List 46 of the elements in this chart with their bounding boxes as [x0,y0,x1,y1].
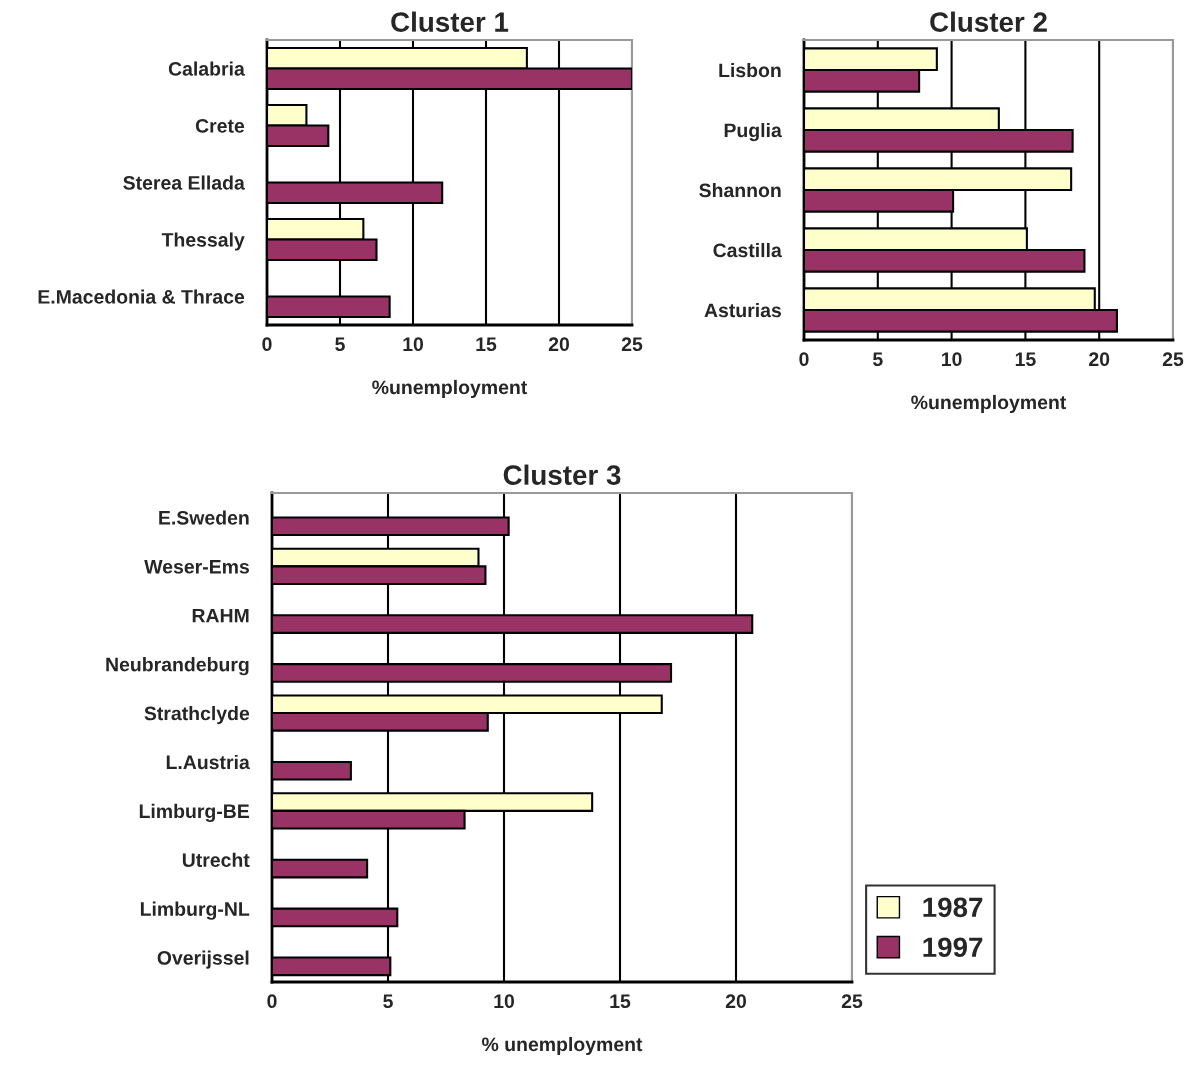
y-tick-label: L.Austria [166,754,250,770]
x-tick-label: 15 [1015,352,1036,367]
x-tick-label: 20 [725,994,747,1009]
y-tick-label: Strathclyde [144,706,250,725]
x-axis-title: %unemployment [911,394,1067,414]
y-tick-label: Asturias [704,302,781,318]
y-tick-label: Overijssel [157,950,249,969]
x-tick-label: 25 [1162,352,1184,367]
x-tick-label: 0 [267,994,277,1009]
x-tick-label: 5 [872,352,883,367]
y-tick-label: Puglia [724,122,782,142]
x-axis-title: % unemployment [482,1036,643,1056]
x-tick-label: 0 [262,337,272,352]
y-tick-label: Shannon [699,182,781,198]
y-tick-label: Castilla [713,242,782,258]
chart-title: Cluster 1 [391,11,509,32]
chart-title: Cluster 2 [930,11,1047,32]
chart-title: Cluster 3 [503,464,621,485]
y-tick-label: Lisbon [719,62,781,78]
y-tick-label: Limburg-BE [139,803,250,823]
y-tick-label: E.Macedonia & Thrace [38,289,245,304]
x-tick-label: 25 [841,994,863,1009]
legend-label: 1997 [923,937,983,958]
x-tick-label: 10 [494,994,515,1009]
legend-label: 1987 [923,897,983,918]
y-tick-label: Limburg-NL [140,901,250,920]
y-tick-label: E.Sweden [159,510,249,525]
y-tick-label: Utrecht [182,852,250,867]
x-tick-label: 5 [335,337,345,352]
y-tick-label: Calabria [168,61,245,76]
x-tick-label: 20 [548,337,570,352]
x-tick-label: 10 [403,337,424,352]
x-tick-label: 15 [476,337,497,352]
x-tick-label: 20 [1089,352,1110,367]
x-tick-label: 0 [799,352,809,367]
x-tick-label: 10 [942,352,962,367]
x-axis-title: %unemployment [372,379,528,399]
y-tick-label: Crete [195,118,245,133]
y-tick-label: Thessaly [161,232,245,251]
y-tick-label: Neubrandeburg [106,657,249,676]
x-tick-label: 15 [610,994,631,1009]
y-tick-label: Weser-Ems [144,560,249,574]
x-tick-label: 5 [383,994,393,1009]
y-tick-label: Sterea Ellada [123,175,245,190]
y-tick-label: RAHM [192,608,249,623]
x-tick-label: 25 [621,337,643,352]
